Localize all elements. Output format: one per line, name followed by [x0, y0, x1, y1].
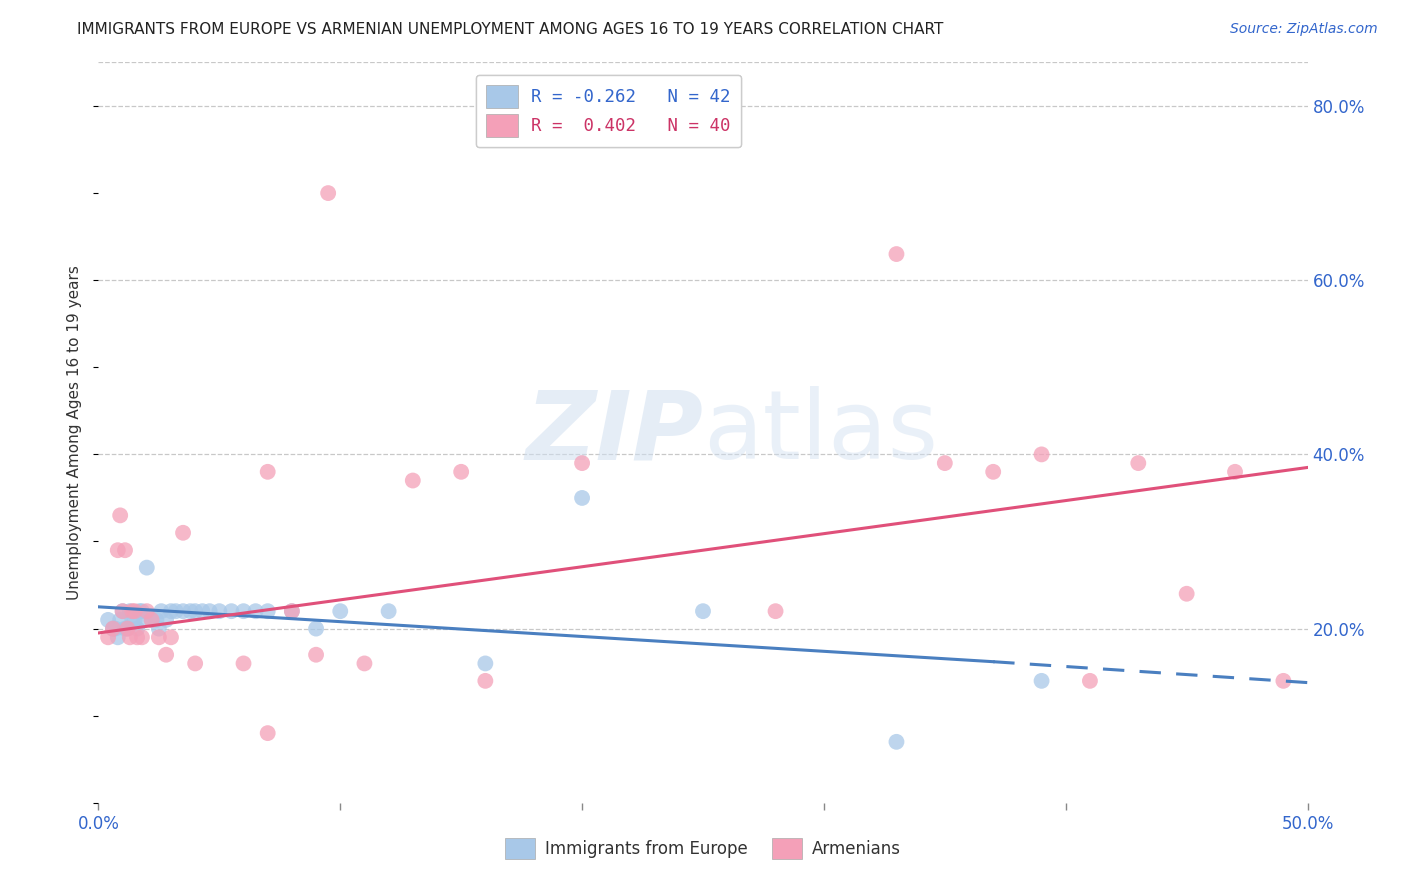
Point: [474, 673, 496, 688]
Point: [155, 613, 177, 627]
Point: [256, 604, 278, 618]
Point: [1175, 587, 1198, 601]
Text: atlas: atlas: [703, 386, 938, 479]
Point: [111, 604, 134, 618]
Point: [1272, 673, 1295, 688]
Point: [256, 465, 278, 479]
Point: [101, 622, 124, 636]
Point: [191, 604, 214, 618]
Point: [108, 508, 131, 523]
Point: [124, 613, 146, 627]
Point: [1128, 456, 1150, 470]
Point: [101, 622, 124, 636]
Point: [281, 604, 304, 618]
Point: [886, 735, 908, 749]
Point: [148, 622, 170, 636]
Point: [221, 604, 243, 618]
Point: [127, 622, 149, 636]
Point: [117, 622, 139, 636]
Point: [184, 657, 207, 671]
Point: [131, 630, 153, 644]
Point: [107, 630, 129, 644]
Point: [108, 613, 131, 627]
Point: [160, 604, 183, 618]
Point: [316, 186, 339, 200]
Point: [160, 630, 183, 644]
Point: [124, 604, 146, 618]
Point: [353, 657, 375, 671]
Point: [474, 657, 496, 671]
Point: [1223, 465, 1246, 479]
Point: [165, 604, 187, 618]
Point: [281, 604, 304, 618]
Point: [97, 613, 120, 627]
Point: [256, 726, 278, 740]
Point: [1031, 673, 1053, 688]
Point: [208, 604, 231, 618]
Point: [134, 613, 156, 627]
Point: [692, 604, 714, 618]
Text: Source: ZipAtlas.com: Source: ZipAtlas.com: [1230, 22, 1378, 37]
Point: [97, 630, 120, 644]
Point: [104, 622, 127, 636]
Point: [377, 604, 399, 618]
Point: [329, 604, 352, 618]
Point: [402, 474, 425, 488]
Point: [184, 604, 207, 618]
Point: [232, 657, 254, 671]
Point: [135, 604, 157, 618]
Point: [172, 604, 194, 618]
Point: [117, 622, 139, 636]
Point: [121, 613, 143, 627]
Point: [934, 456, 956, 470]
Point: [198, 604, 221, 618]
Point: [131, 604, 153, 618]
Point: [121, 604, 143, 618]
Point: [179, 604, 201, 618]
Point: [571, 491, 593, 505]
Point: [111, 604, 134, 618]
Point: [114, 622, 136, 636]
Point: [765, 604, 787, 618]
Text: ZIP: ZIP: [524, 386, 703, 479]
Point: [118, 630, 141, 644]
Point: [145, 613, 167, 627]
Point: [886, 247, 908, 261]
Point: [118, 604, 141, 618]
Point: [148, 630, 170, 644]
Point: [245, 604, 267, 618]
Point: [127, 630, 149, 644]
Point: [150, 604, 173, 618]
Point: [141, 613, 163, 627]
Point: [1031, 447, 1053, 461]
Point: [232, 604, 254, 618]
Point: [107, 543, 129, 558]
Point: [155, 648, 177, 662]
Point: [1078, 673, 1101, 688]
Point: [305, 622, 328, 636]
Point: [981, 465, 1004, 479]
Legend: R = -0.262   N = 42, R =  0.402   N = 40: R = -0.262 N = 42, R = 0.402 N = 40: [475, 75, 741, 147]
Point: [128, 604, 150, 618]
Point: [305, 648, 328, 662]
Point: [172, 525, 194, 540]
Point: [571, 456, 593, 470]
Point: [135, 560, 157, 574]
Y-axis label: Unemployment Among Ages 16 to 19 years: Unemployment Among Ages 16 to 19 years: [67, 265, 83, 600]
Point: [114, 543, 136, 558]
Point: [141, 613, 163, 627]
Text: IMMIGRANTS FROM EUROPE VS ARMENIAN UNEMPLOYMENT AMONG AGES 16 TO 19 YEARS CORREL: IMMIGRANTS FROM EUROPE VS ARMENIAN UNEMP…: [77, 22, 943, 37]
Point: [450, 465, 472, 479]
Legend: Immigrants from Europe, Armenians: Immigrants from Europe, Armenians: [498, 831, 908, 866]
